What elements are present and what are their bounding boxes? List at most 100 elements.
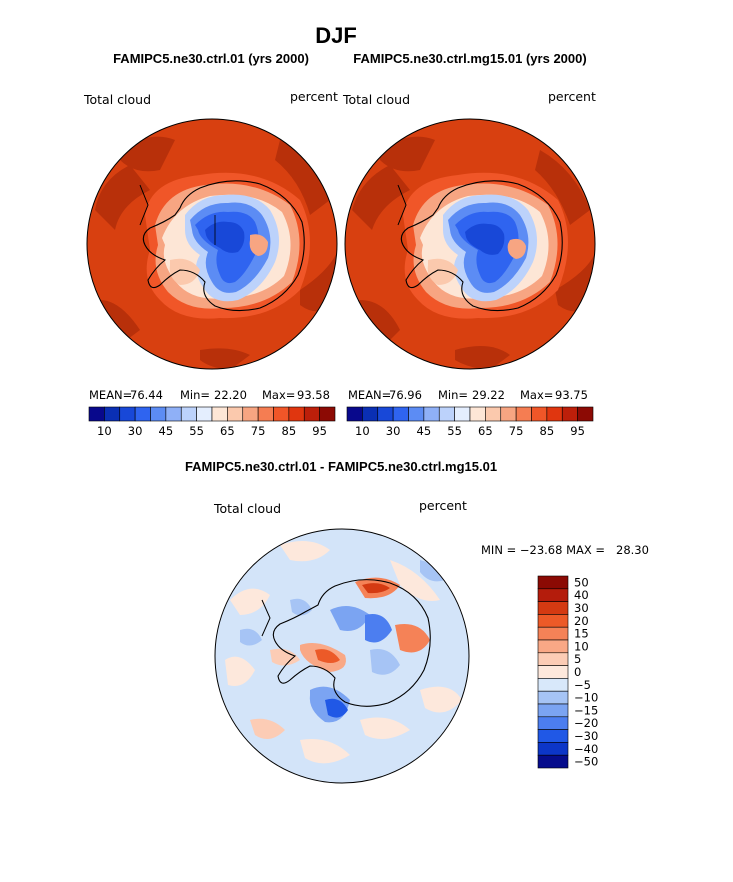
- left-variable-label: Total cloud: [83, 92, 151, 107]
- left-min-label: Min=: [180, 388, 210, 402]
- colorbar-box: [273, 406, 290, 422]
- colorbar-box: [196, 406, 213, 422]
- colorbar-box: [454, 406, 471, 422]
- colorbar-box: [150, 406, 167, 422]
- colorbar-label: −50: [574, 755, 598, 769]
- right-case-title: FAMIPC5.ne30.ctrl.mg15.01 (yrs 2000): [353, 51, 586, 66]
- colorbar-box: [242, 406, 259, 422]
- colorbar-box: [537, 614, 569, 628]
- right-polar-map: [344, 118, 596, 370]
- colorbar-label: 30: [128, 424, 143, 438]
- colorbar-box: [537, 754, 569, 769]
- colorbar-box: [537, 703, 569, 718]
- right-colorbar: [346, 406, 594, 422]
- difference-variable-label: Total cloud: [213, 501, 281, 516]
- colorbar-label: 10: [355, 424, 370, 438]
- difference-colorbar: [537, 575, 569, 769]
- right-mean-label: MEAN=: [348, 388, 391, 402]
- colorbar-box: [537, 652, 569, 666]
- colorbar-label: −5: [574, 678, 591, 692]
- colorbar-box: [134, 406, 151, 422]
- left-stats: MEAN= 76.44 Min= 22.20 Max= 93.58: [89, 388, 330, 402]
- colorbar-box: [537, 601, 569, 615]
- colorbar-box: [515, 406, 532, 422]
- colorbar-box: [537, 588, 569, 602]
- colorbar-label: 0: [574, 665, 581, 679]
- colorbar-label: 5: [574, 652, 581, 666]
- right-stats: MEAN= 76.96 Min= 29.22 Max= 93.75: [348, 388, 588, 402]
- colorbar-label: 55: [189, 424, 204, 438]
- colorbar-label: 65: [220, 424, 235, 438]
- colorbar-label: 65: [478, 424, 493, 438]
- colorbar-box: [485, 406, 502, 422]
- colorbar-box: [104, 406, 121, 422]
- difference-title: FAMIPC5.ne30.ctrl.01 - FAMIPC5.ne30.ctrl…: [185, 459, 497, 474]
- colorbar-box: [537, 690, 569, 705]
- colorbar-box: [537, 665, 569, 679]
- left-min-value: 22.20: [214, 388, 247, 402]
- right-max-label: Max=: [520, 388, 553, 402]
- colorbar-box: [180, 406, 197, 422]
- colorbar-label: 40: [574, 588, 589, 602]
- left-max-label: Max=: [262, 388, 295, 402]
- colorbar-label: 75: [509, 424, 524, 438]
- colorbar-label: 30: [386, 424, 401, 438]
- colorbar-box: [408, 406, 425, 422]
- colorbar-box: [392, 406, 409, 422]
- colorbar-box: [288, 406, 305, 422]
- figure-title: DJF: [315, 23, 357, 48]
- colorbar-box: [88, 406, 105, 422]
- colorbar-box: [362, 406, 379, 422]
- colorbar-box: [165, 406, 182, 422]
- colorbar-box: [423, 406, 440, 422]
- colorbar-box: [577, 406, 594, 422]
- colorbar-box: [546, 406, 563, 422]
- colorbar-box: [319, 406, 336, 422]
- colorbar-box: [537, 742, 569, 756]
- difference-minmax: MIN = −23.68 MAX = 28.30: [481, 543, 649, 557]
- left-units-label: percent: [290, 89, 338, 104]
- difference-units-label: percent: [419, 498, 467, 513]
- colorbar-box: [303, 406, 320, 422]
- right-max-value: 93.75: [555, 388, 588, 402]
- colorbar-label: 95: [570, 424, 585, 438]
- colorbar-label: 85: [540, 424, 555, 438]
- colorbar-label: 15: [574, 627, 589, 641]
- colorbar-box: [227, 406, 244, 422]
- right-colorbar-labels: 10 30 45 55 65 75 85 95: [355, 424, 585, 438]
- colorbar-label: 30: [574, 601, 589, 615]
- colorbar-box: [537, 729, 569, 743]
- colorbar-label: 95: [312, 424, 327, 438]
- colorbar-label: 45: [159, 424, 174, 438]
- colorbar-label: 10: [574, 639, 589, 653]
- colorbar-label: −10: [574, 691, 598, 705]
- left-mean-label: MEAN=: [89, 388, 132, 402]
- left-polar-map: [86, 118, 338, 370]
- colorbar-label: 45: [417, 424, 432, 438]
- colorbar-label: −40: [574, 742, 598, 756]
- colorbar-box: [438, 406, 455, 422]
- colorbar-label: −15: [574, 703, 598, 717]
- colorbar-box: [377, 406, 394, 422]
- colorbar-label: 75: [251, 424, 266, 438]
- colorbar-box: [537, 626, 569, 641]
- right-mean-value: 76.96: [389, 388, 422, 402]
- colorbar-label: 85: [282, 424, 297, 438]
- colorbar-box: [346, 406, 363, 422]
- colorbar-box: [469, 406, 486, 422]
- colorbar-box: [537, 639, 569, 654]
- colorbar-box: [119, 406, 136, 422]
- colorbar-box: [537, 678, 569, 692]
- colorbar-box: [537, 575, 569, 590]
- colorbar-label: −20: [574, 716, 598, 730]
- colorbar-label: 20: [574, 614, 589, 628]
- left-max-value: 93.58: [297, 388, 330, 402]
- difference-polar-map: [214, 528, 470, 784]
- right-variable-label: Total cloud: [342, 92, 410, 107]
- right-units-label: percent: [548, 89, 596, 104]
- colorbar-box: [537, 716, 569, 730]
- colorbar-label: 55: [447, 424, 462, 438]
- colorbar-box: [531, 406, 548, 422]
